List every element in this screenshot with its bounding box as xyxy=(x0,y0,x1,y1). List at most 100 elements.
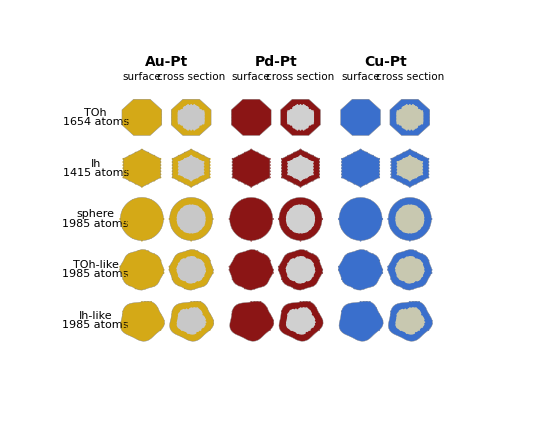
Circle shape xyxy=(132,256,134,259)
Circle shape xyxy=(418,304,420,306)
Circle shape xyxy=(305,311,308,312)
Circle shape xyxy=(184,326,186,328)
Circle shape xyxy=(353,326,356,328)
Circle shape xyxy=(241,173,243,176)
Circle shape xyxy=(199,304,201,306)
Circle shape xyxy=(418,209,420,211)
Circle shape xyxy=(208,170,211,172)
Circle shape xyxy=(402,287,405,289)
Circle shape xyxy=(241,332,243,334)
Circle shape xyxy=(123,212,124,214)
Circle shape xyxy=(265,126,268,127)
Circle shape xyxy=(409,173,411,176)
Circle shape xyxy=(357,155,359,157)
Circle shape xyxy=(400,317,401,319)
Circle shape xyxy=(409,259,411,262)
Circle shape xyxy=(187,266,189,268)
Circle shape xyxy=(353,161,356,163)
Circle shape xyxy=(300,179,302,181)
Circle shape xyxy=(366,167,368,169)
Circle shape xyxy=(315,329,317,331)
Circle shape xyxy=(238,332,240,334)
Circle shape xyxy=(163,320,165,322)
Circle shape xyxy=(250,307,252,309)
Circle shape xyxy=(281,164,283,166)
Circle shape xyxy=(400,230,401,232)
Circle shape xyxy=(241,272,243,274)
Circle shape xyxy=(263,304,264,306)
Circle shape xyxy=(284,323,286,325)
Circle shape xyxy=(350,107,352,109)
Circle shape xyxy=(199,119,201,121)
Circle shape xyxy=(296,173,298,176)
Circle shape xyxy=(203,323,205,325)
Circle shape xyxy=(253,107,255,109)
Circle shape xyxy=(199,266,201,268)
Polygon shape xyxy=(280,99,320,135)
Circle shape xyxy=(293,311,295,312)
Circle shape xyxy=(253,263,255,265)
Polygon shape xyxy=(123,149,160,187)
Circle shape xyxy=(303,320,304,322)
Circle shape xyxy=(290,179,292,181)
Circle shape xyxy=(421,275,423,277)
Circle shape xyxy=(344,317,346,319)
Circle shape xyxy=(353,119,356,121)
Circle shape xyxy=(250,281,252,283)
Circle shape xyxy=(409,263,411,265)
Circle shape xyxy=(263,284,264,286)
Circle shape xyxy=(315,212,317,214)
Circle shape xyxy=(187,161,189,163)
Circle shape xyxy=(153,329,155,331)
Circle shape xyxy=(147,233,149,236)
Circle shape xyxy=(250,212,252,214)
Circle shape xyxy=(375,218,377,220)
Circle shape xyxy=(309,155,311,157)
Circle shape xyxy=(125,212,127,214)
Circle shape xyxy=(293,199,295,201)
Circle shape xyxy=(132,167,134,169)
Circle shape xyxy=(144,113,146,115)
Circle shape xyxy=(375,167,377,169)
Circle shape xyxy=(415,155,417,157)
Circle shape xyxy=(263,119,264,121)
Circle shape xyxy=(241,253,243,256)
Circle shape xyxy=(190,164,192,166)
Circle shape xyxy=(193,236,195,239)
Circle shape xyxy=(412,263,414,265)
Circle shape xyxy=(203,317,205,319)
Circle shape xyxy=(184,272,186,274)
Circle shape xyxy=(412,158,414,160)
Polygon shape xyxy=(387,250,432,290)
Circle shape xyxy=(350,263,352,265)
Circle shape xyxy=(347,224,349,226)
Circle shape xyxy=(241,224,243,226)
Circle shape xyxy=(265,167,268,169)
Circle shape xyxy=(256,107,259,109)
Circle shape xyxy=(287,256,289,259)
Circle shape xyxy=(144,183,146,184)
Circle shape xyxy=(296,119,298,121)
Circle shape xyxy=(309,224,311,226)
Circle shape xyxy=(347,209,349,211)
Circle shape xyxy=(144,218,146,220)
Circle shape xyxy=(196,323,198,325)
Circle shape xyxy=(424,329,426,331)
Circle shape xyxy=(235,269,237,271)
Circle shape xyxy=(315,176,317,178)
Circle shape xyxy=(309,253,311,256)
Circle shape xyxy=(309,230,311,232)
Circle shape xyxy=(372,269,374,271)
Circle shape xyxy=(350,161,352,163)
Circle shape xyxy=(144,116,146,118)
Circle shape xyxy=(135,284,137,286)
Circle shape xyxy=(256,278,259,280)
Circle shape xyxy=(362,323,365,325)
Circle shape xyxy=(341,278,343,280)
Circle shape xyxy=(312,311,314,312)
Circle shape xyxy=(290,199,292,201)
Circle shape xyxy=(184,317,186,319)
Circle shape xyxy=(366,284,368,286)
Circle shape xyxy=(260,256,262,259)
Circle shape xyxy=(159,119,161,121)
